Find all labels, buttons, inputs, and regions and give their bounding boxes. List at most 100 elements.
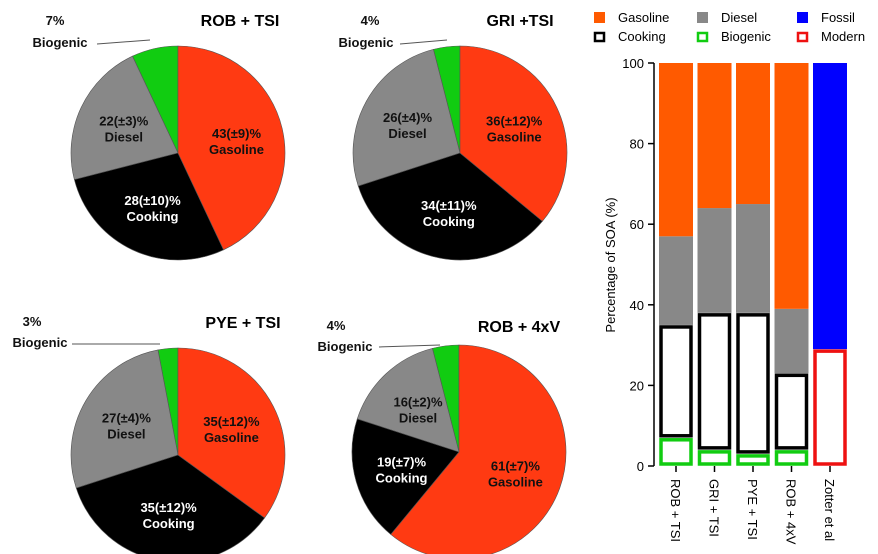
bar-segment-modern: [813, 349, 847, 466]
bar-segment-diesel: [774, 308, 809, 374]
pie-title: PYE + TSI: [205, 315, 280, 332]
legend-label-fossil: Fossil: [821, 10, 855, 25]
pie-title: ROB + 4xV: [478, 319, 561, 336]
bar-segment-biogenic: [774, 450, 809, 466]
x-category-label: ROB + 4xV: [784, 479, 799, 545]
slice-percent-label: 4%: [361, 13, 380, 28]
slice-percent-label: 35(±12)%: [203, 414, 260, 429]
slice-percent-label: 26(±4)%: [383, 110, 432, 125]
bar-segment-biogenic: [697, 450, 732, 466]
slice-name-label: Gasoline: [487, 130, 542, 145]
slice-name-label: Cooking: [127, 209, 179, 224]
y-tick-label: 40: [630, 298, 644, 313]
bar-segment-diesel: [736, 204, 770, 313]
stacked-bar-chart: Percentage of SOA (%) 0 20 40 60 80 100 ROB + …: [603, 56, 847, 545]
x-category-label: Zotter et al: [822, 479, 837, 541]
pie-slice-diesel: [70, 55, 179, 180]
legend-swatch-biogenic: [696, 31, 709, 43]
slice-name-label: Biogenic: [318, 339, 373, 354]
slice-name-label: Biogenic: [339, 35, 394, 50]
bar-segment-diesel: [697, 208, 732, 313]
pie-slice-cooking: [75, 454, 265, 554]
pie-slice-gasoline: [390, 344, 567, 554]
slice-name-label: Cooking: [423, 214, 475, 229]
pie-chart-rob-4xv: ROB + 4xV 61(±7)%Gasoline 19(±7)%Cooking 1…: [318, 318, 567, 554]
bar-segment-gasoline: [736, 63, 770, 205]
legend-swatch-fossil: [797, 12, 808, 23]
slice-percent-label: 35(±12)%: [140, 500, 197, 515]
bar-segment-gasoline: [774, 63, 809, 309]
slice-percent-label: 22(±3)%: [99, 114, 148, 129]
bar-segment-biogenic: [659, 438, 693, 466]
legend-swatch-modern: [796, 31, 809, 43]
slice-percent-label: 36(±12)%: [486, 114, 543, 129]
slice-percent-label: 7%: [46, 13, 65, 28]
pie-slice-gasoline: [177, 347, 286, 519]
pie-slice-gasoline: [177, 45, 286, 251]
bar-segment-fossil: [813, 63, 847, 350]
pie-slice-gasoline: [459, 45, 568, 222]
x-category-label: PYE + TSI: [745, 479, 760, 540]
slice-percent-label: 34(±11)%: [421, 198, 477, 213]
pie-slice-cooking: [357, 152, 543, 261]
pie-chart-rob-tsi: ROB + TSI 43(±9)%Gasoline 28(±10)%Cooking…: [33, 13, 286, 261]
legend-swatch-gasoline: [594, 12, 605, 23]
legend-label-biogenic: Biogenic: [721, 29, 771, 44]
pie-title: ROB + TSI: [201, 13, 280, 30]
y-tick-label: 0: [637, 459, 644, 474]
pie-slice-diesel: [356, 347, 460, 453]
slice-percent-label: 16(±2)%: [393, 394, 442, 409]
slice-name-label: Gasoline: [488, 474, 543, 489]
slice-name-label: Diesel: [107, 427, 145, 442]
biogenic-leader-line: [399, 39, 448, 45]
slice-percent-label: 43(±9)%: [212, 126, 261, 141]
slice-name-label: Cooking: [143, 516, 195, 531]
slice-name-label: Biogenic: [33, 35, 88, 50]
bar-segment-cooking: [659, 325, 693, 438]
slice-percent-label: 61(±7)%: [491, 458, 540, 473]
legend-swatch-cooking: [593, 31, 606, 43]
slice-name-label: Diesel: [388, 126, 426, 141]
y-tick-label: 100: [622, 56, 644, 71]
bar-segment-cooking: [697, 313, 732, 450]
bar-segment-diesel: [659, 236, 693, 325]
bar-segment-cooking: [736, 313, 770, 454]
slice-percent-label: 19(±7)%: [377, 455, 426, 470]
legend-swatch-diesel: [697, 12, 708, 23]
bar-segment-cooking: [774, 373, 809, 450]
slice-name-label: Diesel: [105, 130, 143, 145]
bar-segment-gasoline: [659, 63, 693, 237]
pie-slice-diesel: [352, 48, 461, 187]
slice-percent-label: 27(±4)%: [102, 411, 151, 426]
slice-percent-label: 3%: [23, 314, 42, 329]
slice-percent-label: 28(±10)%: [124, 193, 181, 208]
bar-segment-gasoline: [697, 63, 732, 209]
pie-chart-gri-tsi: GRI +TSI 36(±12)%Gasoline 34(±11)%Cooking…: [339, 13, 568, 261]
pie-chart-pye-tsi: PYE + TSI 35(±12)%Gasoline35(±12)%Cookin…: [13, 314, 286, 554]
slice-name-label: Gasoline: [204, 430, 259, 445]
y-tick-label: 20: [630, 378, 644, 393]
legend-label-gasoline: Gasoline: [618, 10, 669, 25]
legend-label-diesel: Diesel: [721, 10, 757, 25]
pie-slice-cooking: [351, 418, 460, 535]
slice-name-label: Gasoline: [209, 142, 264, 157]
y-tick-label: 80: [630, 137, 644, 152]
biogenic-leader-line: [378, 344, 441, 348]
slice-name-label: Biogenic: [13, 335, 68, 350]
y-tick-label: 60: [630, 217, 644, 232]
legend-label-modern: Modern: [821, 29, 865, 44]
x-category-label: ROB + TSI: [668, 479, 683, 542]
pie-slice-diesel: [70, 349, 179, 489]
slice-name-label: Cooking: [376, 471, 428, 486]
bar-segment-biogenic: [736, 454, 770, 466]
slice-percent-label: 4%: [327, 318, 346, 333]
biogenic-leader-line: [96, 39, 151, 45]
y-axis-label: Percentage of SOA (%): [603, 197, 618, 332]
x-category-label: GRI + TSI: [707, 479, 722, 537]
legend: Gasoline Diesel Fossil Cooking Biogenic Moder…: [593, 10, 865, 44]
legend-label-cooking: Cooking: [618, 29, 666, 44]
pie-slice-cooking: [73, 152, 224, 261]
slice-name-label: Diesel: [399, 410, 437, 425]
pie-title: GRI +TSI: [486, 13, 553, 30]
